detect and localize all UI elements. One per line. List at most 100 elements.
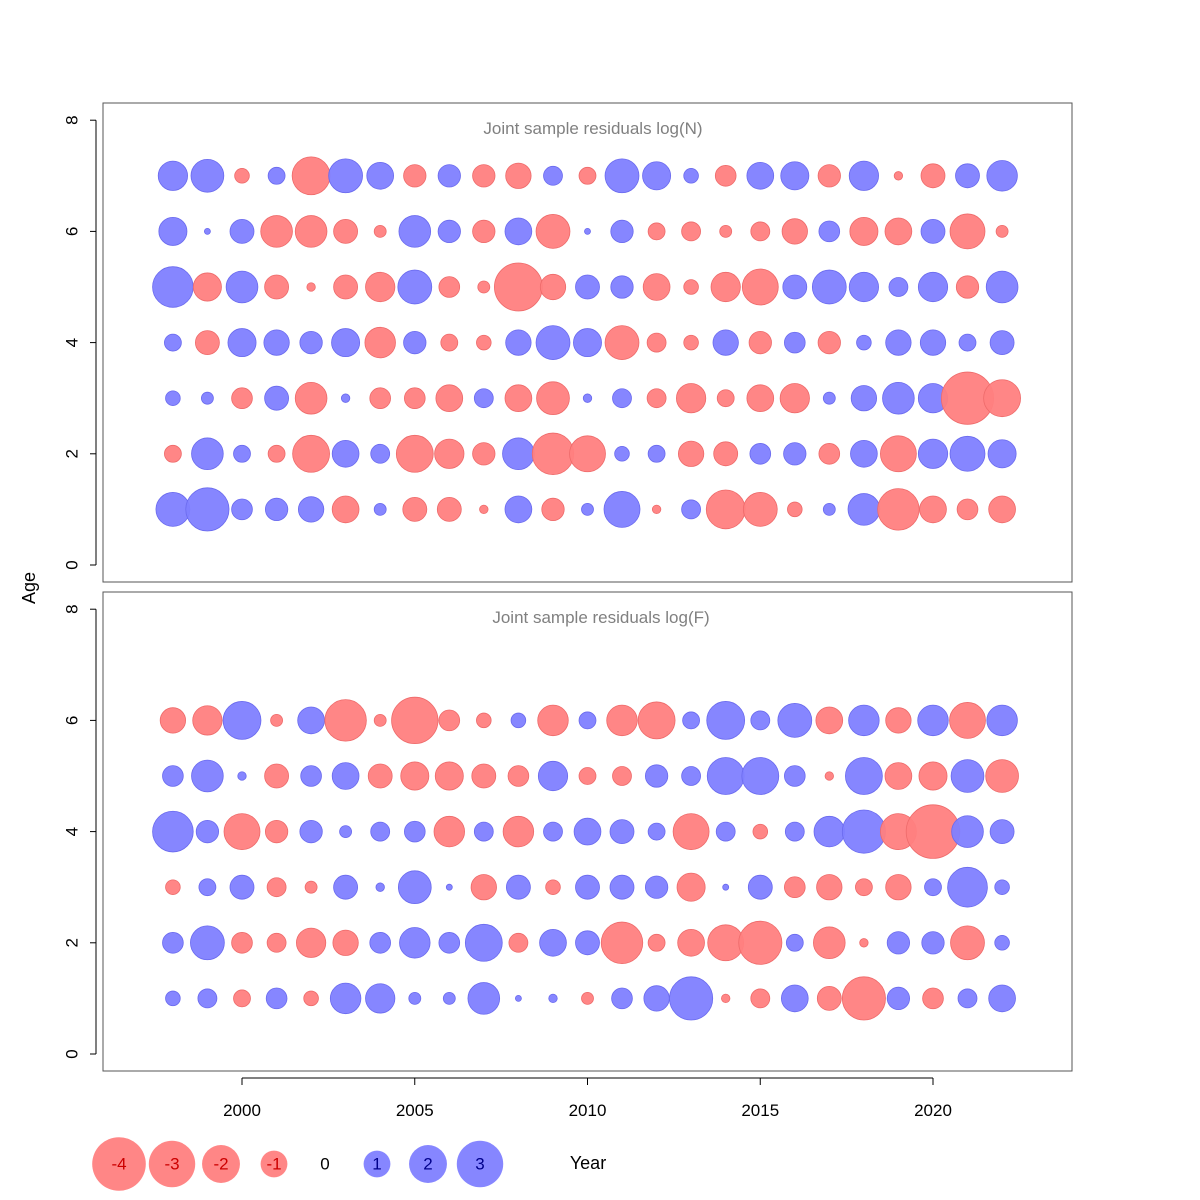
residual-bubble [291, 156, 331, 196]
residual-bubble [848, 704, 880, 737]
residual-bubble [190, 158, 225, 193]
residual-bubble [365, 271, 396, 303]
residual-bubble [752, 823, 769, 840]
residual-bubble [195, 330, 220, 355]
residual-bubble [195, 819, 220, 844]
residual-bubble [535, 214, 571, 249]
residual-bubble [162, 765, 184, 787]
x-tick-label: 2010 [569, 1101, 607, 1120]
residual-bubble [473, 388, 494, 409]
residual-bubble [681, 499, 701, 520]
residual-bubble [267, 166, 286, 185]
residual-bubble [331, 762, 360, 790]
residual-bubble [780, 984, 809, 1013]
residual-bubble [234, 168, 250, 184]
panel-title: Joint sample residuals log(N) [483, 119, 702, 138]
legend-label: 1 [372, 1154, 381, 1173]
residual-bubble [436, 497, 462, 522]
residual-bubble [850, 385, 878, 412]
residual-bubble [504, 217, 533, 246]
residual-bubble [643, 985, 670, 1012]
y-axis: 0 2 4 6 8 [62, 115, 97, 570]
residual-bubble [710, 271, 741, 303]
y-axis: 0 2 4 6 8 [62, 604, 97, 1059]
residual-bubble [402, 497, 428, 522]
residual-bubble [989, 330, 1015, 355]
residual-bubble [472, 164, 496, 188]
legend-label: 3 [475, 1154, 484, 1173]
residual-bubble [165, 879, 181, 895]
residual-bubble [472, 442, 496, 466]
residual-bubble [373, 503, 387, 516]
residual-bubble [918, 761, 948, 791]
y-tick-label: 8 [62, 115, 81, 124]
residual-bubble [716, 389, 735, 408]
residual-bubble [303, 990, 319, 1007]
residual-bubble [919, 495, 947, 524]
residual-bubble [575, 930, 600, 956]
legend-label: -2 [213, 1154, 228, 1173]
residual-bubble [715, 821, 736, 842]
residual-bubble [676, 872, 706, 902]
residual-bubble [949, 702, 986, 739]
legend-bubble [409, 1145, 447, 1183]
residual-bubble [989, 819, 1015, 844]
residual-bubble [494, 262, 543, 312]
residual-bubble [366, 162, 395, 190]
y-tick-label: 8 [62, 604, 81, 613]
residual-bubble [818, 220, 841, 243]
residual-bubble [573, 328, 602, 358]
residual-bubble [784, 765, 806, 787]
residual-bubble [647, 222, 666, 241]
residual-bubble [297, 706, 325, 735]
residual-bubble [192, 272, 222, 302]
residual-bubble [584, 227, 591, 235]
x-tick-label: 2015 [741, 1101, 779, 1120]
legend-label: -3 [164, 1154, 179, 1173]
residual-bubble [152, 810, 194, 853]
residual-bubble [683, 168, 699, 184]
residual-bubble [332, 929, 359, 956]
residual-bubble [203, 227, 211, 235]
residual-bubble [399, 927, 431, 959]
residual-bubble [884, 217, 913, 246]
residual-bubble [296, 927, 327, 958]
residual-bubble [741, 268, 779, 306]
residual-bubble [531, 432, 575, 475]
residual-bubble [955, 275, 980, 299]
residual-bubble [237, 771, 247, 781]
residual-bubble [201, 391, 214, 405]
residual-bubble [988, 984, 1016, 1013]
panel-log-f: Joint sample residuals log(F) 0 2 4 6 8 2000… [62, 591, 1073, 1120]
residual-bubble [722, 883, 730, 891]
residual-bubble [888, 277, 909, 297]
residual-bubble [471, 763, 497, 789]
residual-bubble [950, 925, 985, 961]
residual-bubble [749, 443, 772, 465]
residual-bubble [995, 225, 1009, 238]
residual-bubble [784, 876, 806, 898]
y-tick-label: 6 [62, 227, 81, 236]
residual-bubble [225, 270, 259, 304]
residual-bubble [506, 874, 531, 900]
residual-bubble [197, 988, 218, 1009]
residual-bubble [706, 757, 745, 795]
x-axis-label: Year [570, 1153, 606, 1173]
residual-bubble [294, 215, 328, 248]
residual-bubble [164, 333, 182, 352]
residual-bubble [611, 987, 633, 1010]
residual-bubble [267, 444, 286, 463]
residual-bubble [811, 269, 847, 305]
residual-bubble [264, 385, 289, 411]
residual-bubble [994, 879, 1010, 895]
residual-bubble [152, 266, 194, 308]
residual-bubble [510, 712, 527, 729]
y-tick-label: 2 [62, 449, 81, 458]
residual-bubble [985, 759, 1019, 793]
x-tick-label: 2005 [396, 1101, 434, 1120]
residual-bubble [539, 273, 567, 301]
residual-bubble [859, 938, 869, 948]
residual-bubble [369, 932, 391, 954]
residual-bubble [924, 878, 942, 897]
residual-bubble [917, 271, 949, 303]
